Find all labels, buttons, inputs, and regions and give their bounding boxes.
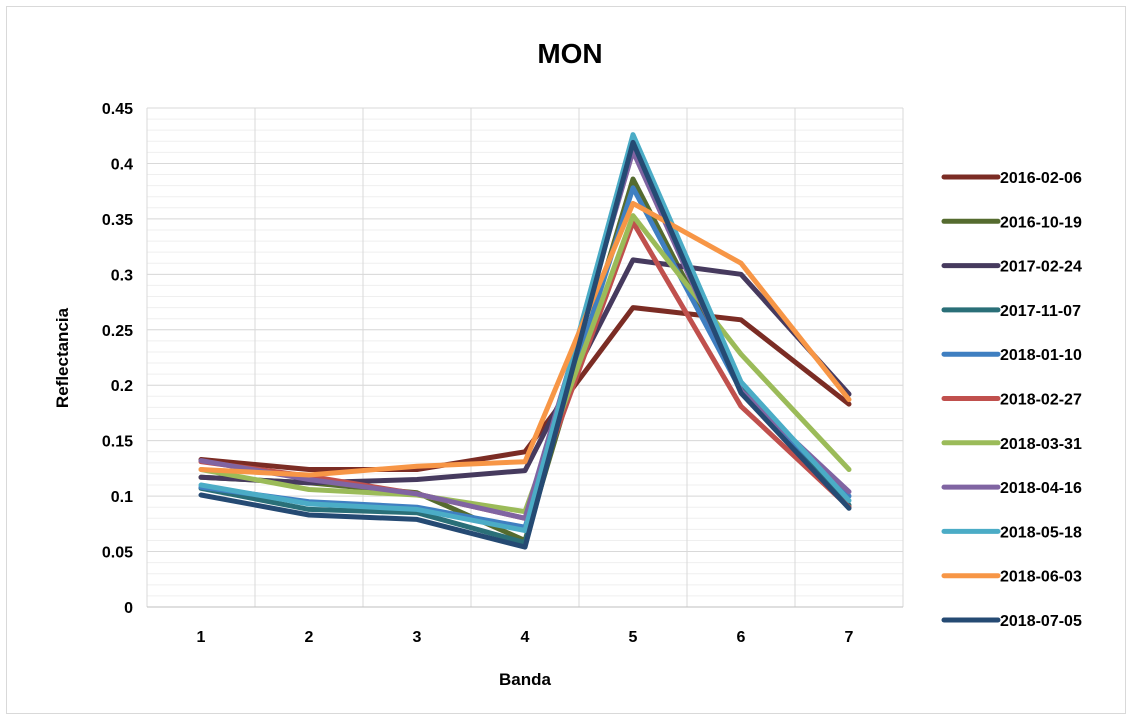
legend-label: 2017-02-24 bbox=[1000, 259, 1082, 276]
y-tick-label: 0 bbox=[124, 600, 133, 617]
y-tick-label: 0.4 bbox=[111, 156, 133, 173]
y-tick-label: 0.15 bbox=[102, 434, 133, 451]
series-line bbox=[198, 132, 852, 533]
legend-label: 2018-04-16 bbox=[1000, 480, 1082, 497]
x-tick-label: 6 bbox=[737, 629, 746, 646]
legend-label: 2018-03-31 bbox=[1000, 436, 1082, 453]
x-tick-label: 3 bbox=[413, 629, 422, 646]
legend-label: 2018-06-03 bbox=[1000, 569, 1082, 586]
y-tick-label: 0.35 bbox=[102, 212, 133, 229]
x-axis-label: Banda bbox=[499, 670, 552, 689]
legend-label: 2016-10-19 bbox=[1000, 214, 1082, 231]
legend-item: 2017-11-07 bbox=[941, 303, 1081, 320]
legend-item: 2016-02-06 bbox=[941, 170, 1082, 187]
x-tick-label: 5 bbox=[629, 629, 638, 646]
legend-item: 2018-01-10 bbox=[941, 347, 1082, 364]
chart-title: MON bbox=[537, 38, 602, 69]
series-lines bbox=[198, 132, 852, 550]
legend: 2016-02-06 2016-10-19 2017-02-24 2017-11-07… bbox=[941, 170, 1082, 630]
tick-labels: 0 0.05 0.1 0.15 0.2 0.25 0.3 0.35 0.4 0.45 1 2 3 4 5 6 7 bbox=[102, 101, 854, 646]
y-tick-label: 0.05 bbox=[102, 545, 133, 562]
y-tick-label: 0.2 bbox=[111, 378, 133, 395]
series-line bbox=[198, 139, 852, 550]
legend-label: 2018-07-05 bbox=[1000, 613, 1082, 630]
x-tick-label: 1 bbox=[197, 629, 206, 646]
y-axis-label: Reflectancia bbox=[53, 307, 72, 408]
y-tick-label: 0.45 bbox=[102, 101, 133, 118]
x-tick-label: 7 bbox=[845, 629, 854, 646]
legend-label: 2018-01-10 bbox=[1000, 347, 1082, 364]
y-tick-label: 0.3 bbox=[111, 267, 133, 284]
legend-item: 2018-04-16 bbox=[941, 480, 1082, 497]
legend-label: 2018-05-18 bbox=[1000, 524, 1082, 541]
legend-label: 2018-02-27 bbox=[1000, 392, 1082, 409]
series-line bbox=[198, 200, 852, 478]
series-line bbox=[198, 305, 852, 472]
series-line bbox=[198, 257, 852, 486]
legend-item: 2018-02-27 bbox=[941, 392, 1082, 409]
legend-item: 2018-05-18 bbox=[941, 524, 1082, 541]
legend-item: 2016-10-19 bbox=[941, 214, 1082, 231]
legend-label: 2017-11-07 bbox=[1000, 303, 1081, 320]
legend-item: 2017-02-24 bbox=[941, 259, 1082, 276]
y-tick-label: 0.25 bbox=[102, 323, 133, 340]
y-tick-label: 0.1 bbox=[111, 489, 133, 506]
legend-item: 2018-07-05 bbox=[941, 613, 1082, 630]
x-tick-label: 4 bbox=[521, 629, 530, 646]
legend-item: 2018-06-03 bbox=[941, 569, 1082, 586]
legend-label: 2016-02-06 bbox=[1000, 170, 1082, 187]
legend-item: 2018-03-31 bbox=[941, 436, 1082, 453]
x-tick-label: 2 bbox=[305, 629, 314, 646]
